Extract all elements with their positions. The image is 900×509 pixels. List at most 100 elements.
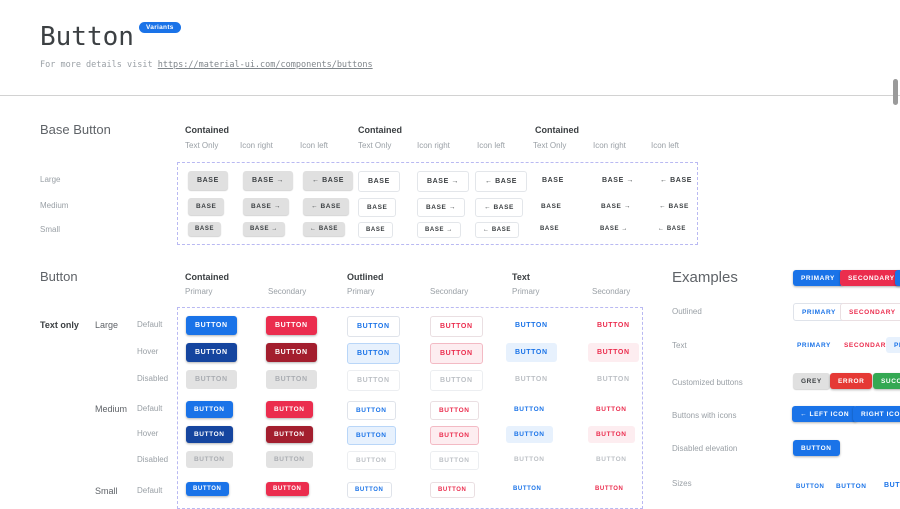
example-success-button[interactable]: SUCCESS: [873, 373, 900, 389]
button-outlined-primary-hover[interactable]: BUTTON: [347, 426, 396, 445]
base-button-contained-text[interactable]: BASE: [188, 171, 228, 190]
button-outlined-secondary-default[interactable]: BUTTON: [430, 316, 483, 337]
example-error-button[interactable]: ERROR: [830, 373, 873, 389]
button-outlined-secondary-disabled[interactable]: BUTTON: [430, 370, 483, 391]
button-text-primary-default[interactable]: BUTTON: [515, 322, 548, 329]
button-contained-secondary-disabled[interactable]: BUTTON: [266, 370, 317, 389]
button-text-secondary-disabled[interactable]: BUTTON: [596, 456, 627, 463]
button-outlined-primary-default[interactable]: BUTTON: [347, 482, 392, 498]
base-button-outlined-icon-right[interactable]: BASE →: [417, 171, 469, 192]
button-text-primary-hover[interactable]: BUTTON: [506, 343, 557, 362]
base-button-contained-icon-right[interactable]: BASE →: [243, 222, 285, 236]
base-button-outlined-text[interactable]: BASE: [358, 222, 394, 238]
vertical-scrollbar-thumb[interactable]: [893, 79, 898, 105]
button-contained-primary-disabled[interactable]: BUTTON: [186, 370, 237, 389]
size-label-small: Small: [95, 486, 118, 496]
base-button-text-icon-right[interactable]: BASE →: [602, 177, 634, 184]
base-button-text-icon-right[interactable]: BASE →: [601, 203, 631, 210]
base-button-text-text[interactable]: BASE: [542, 177, 564, 184]
button-text-primary-disabled[interactable]: BUTTON: [514, 456, 545, 463]
base-button-text-text[interactable]: BASE: [540, 226, 560, 232]
base-button-outlined-text[interactable]: BASE: [358, 198, 397, 217]
example-size-medium-button[interactable]: BUTTON: [836, 483, 867, 490]
button-outlined-primary-hover[interactable]: BUTTON: [347, 343, 400, 364]
button-text-secondary-default[interactable]: BUTTON: [596, 406, 627, 413]
base-button-contained-icon-left[interactable]: ← BASE: [303, 222, 345, 236]
button-outlined-secondary-hover[interactable]: BUTTON: [430, 343, 483, 364]
size-label-large: Large: [95, 320, 119, 330]
example-size-small-button[interactable]: BUTTON: [796, 484, 825, 490]
column-subheader: Icon left: [651, 141, 680, 150]
base-button-outlined-icon-left[interactable]: ← BASE: [475, 222, 519, 238]
button-text-primary-default[interactable]: BUTTON: [514, 406, 545, 413]
example-row-label: Sizes: [672, 479, 692, 488]
example-text-primary-button[interactable]: PRIMARY: [797, 341, 831, 349]
button-contained-secondary-disabled[interactable]: BUTTON: [266, 451, 313, 468]
example-grey-button[interactable]: GREY: [793, 373, 830, 389]
state-label-hover: Hover: [137, 347, 159, 356]
example-left-icon-button[interactable]: ← LEFT ICON: [792, 406, 858, 422]
base-button-text-icon-left[interactable]: ← BASE: [659, 203, 689, 210]
button-contained-secondary-hover[interactable]: BUTTON: [266, 426, 313, 443]
button-contained-secondary-default[interactable]: BUTTON: [266, 482, 309, 496]
column-subheader: Primary: [512, 287, 540, 296]
example-row-label: Text: [672, 341, 687, 350]
button-text-primary-hover[interactable]: BUTTON: [506, 426, 553, 443]
base-button-text-text[interactable]: BASE: [541, 203, 562, 210]
example-text-secondary-button[interactable]: SECONDARY: [844, 341, 891, 349]
base-button-contained-icon-left[interactable]: ← BASE: [303, 171, 353, 190]
button-contained-primary-hover[interactable]: BUTTON: [186, 343, 237, 362]
example-contained-secondary-button[interactable]: SECONDARY: [840, 270, 900, 286]
button-contained-primary-hover[interactable]: BUTTON: [186, 426, 233, 443]
button-outlined-secondary-default[interactable]: BUTTON: [430, 401, 479, 420]
base-button-contained-icon-left[interactable]: ← BASE: [303, 198, 349, 215]
base-button-contained-icon-right[interactable]: BASE →: [243, 171, 293, 190]
button-text-primary-default[interactable]: BUTTON: [513, 486, 542, 492]
base-button-outlined-text[interactable]: BASE: [358, 171, 400, 192]
base-button-outlined-icon-left[interactable]: ← BASE: [475, 171, 527, 192]
button-outlined-secondary-hover[interactable]: BUTTON: [430, 426, 479, 445]
button-outlined-secondary-default[interactable]: BUTTON: [430, 482, 475, 498]
base-button-text-icon-right[interactable]: BASE →: [600, 226, 628, 232]
base-button-contained-text[interactable]: BASE: [188, 198, 225, 215]
button-contained-secondary-hover[interactable]: BUTTON: [266, 343, 317, 362]
button-text-secondary-default[interactable]: BUTTON: [597, 322, 630, 329]
button-outlined-primary-default[interactable]: BUTTON: [347, 316, 400, 337]
example-text-primary-hover-button[interactable]: PRIMARY: [886, 337, 900, 353]
base-button-text-icon-left[interactable]: ← BASE: [660, 177, 692, 184]
button-text-secondary-default[interactable]: BUTTON: [595, 486, 624, 492]
base-button-outlined-icon-right[interactable]: BASE →: [417, 198, 465, 217]
example-outlined-primary-button[interactable]: PRIMARY: [793, 303, 845, 321]
button-contained-primary-default[interactable]: BUTTON: [186, 482, 229, 496]
button-text-secondary-disabled[interactable]: BUTTON: [597, 376, 630, 383]
button-outlined-primary-disabled[interactable]: BUTTON: [347, 370, 400, 391]
button-contained-primary-default[interactable]: BUTTON: [186, 316, 237, 335]
button-outlined-primary-default[interactable]: BUTTON: [347, 401, 396, 420]
base-button-contained-icon-right[interactable]: BASE →: [243, 198, 289, 215]
button-contained-secondary-default[interactable]: BUTTON: [266, 401, 313, 418]
example-contained-primary-button[interactable]: PRIMARY: [793, 270, 843, 286]
base-button-text-icon-left[interactable]: ← BASE: [658, 226, 686, 232]
button-outlined-primary-disabled[interactable]: BUTTON: [347, 451, 396, 470]
base-button-contained-text[interactable]: BASE: [188, 222, 222, 236]
example-right-icon-button[interactable]: RIGHT ICON →: [853, 406, 900, 422]
base-button-outlined-icon-left[interactable]: ← BASE: [475, 198, 523, 217]
button-contained-secondary-default[interactable]: BUTTON: [266, 316, 317, 335]
example-contained-primary-button[interactable]: PRIMARY: [895, 270, 900, 286]
column-subheader: Primary: [347, 287, 375, 296]
column-group-header: Contained: [185, 272, 229, 282]
state-label-disabled: Disabled: [137, 455, 169, 464]
example-row-label: Outlined: [672, 307, 702, 316]
button-text-secondary-hover[interactable]: BUTTON: [588, 426, 635, 443]
button-contained-primary-default[interactable]: BUTTON: [186, 401, 233, 418]
column-group-header: Outlined: [347, 272, 384, 282]
docs-link[interactable]: https://material-ui.com/components/butto…: [157, 60, 373, 70]
button-text-secondary-hover[interactable]: BUTTON: [588, 343, 639, 362]
button-contained-primary-disabled[interactable]: BUTTON: [186, 451, 233, 468]
example-disabled-elevation-button[interactable]: BUTTON: [793, 440, 840, 456]
example-size-large-button[interactable]: BUTTON: [884, 482, 900, 489]
button-outlined-secondary-disabled[interactable]: BUTTON: [430, 451, 479, 470]
base-button-outlined-icon-right[interactable]: BASE →: [417, 222, 461, 238]
button-text-primary-disabled[interactable]: BUTTON: [515, 376, 548, 383]
example-outlined-secondary-button[interactable]: SECONDARY: [840, 303, 900, 321]
